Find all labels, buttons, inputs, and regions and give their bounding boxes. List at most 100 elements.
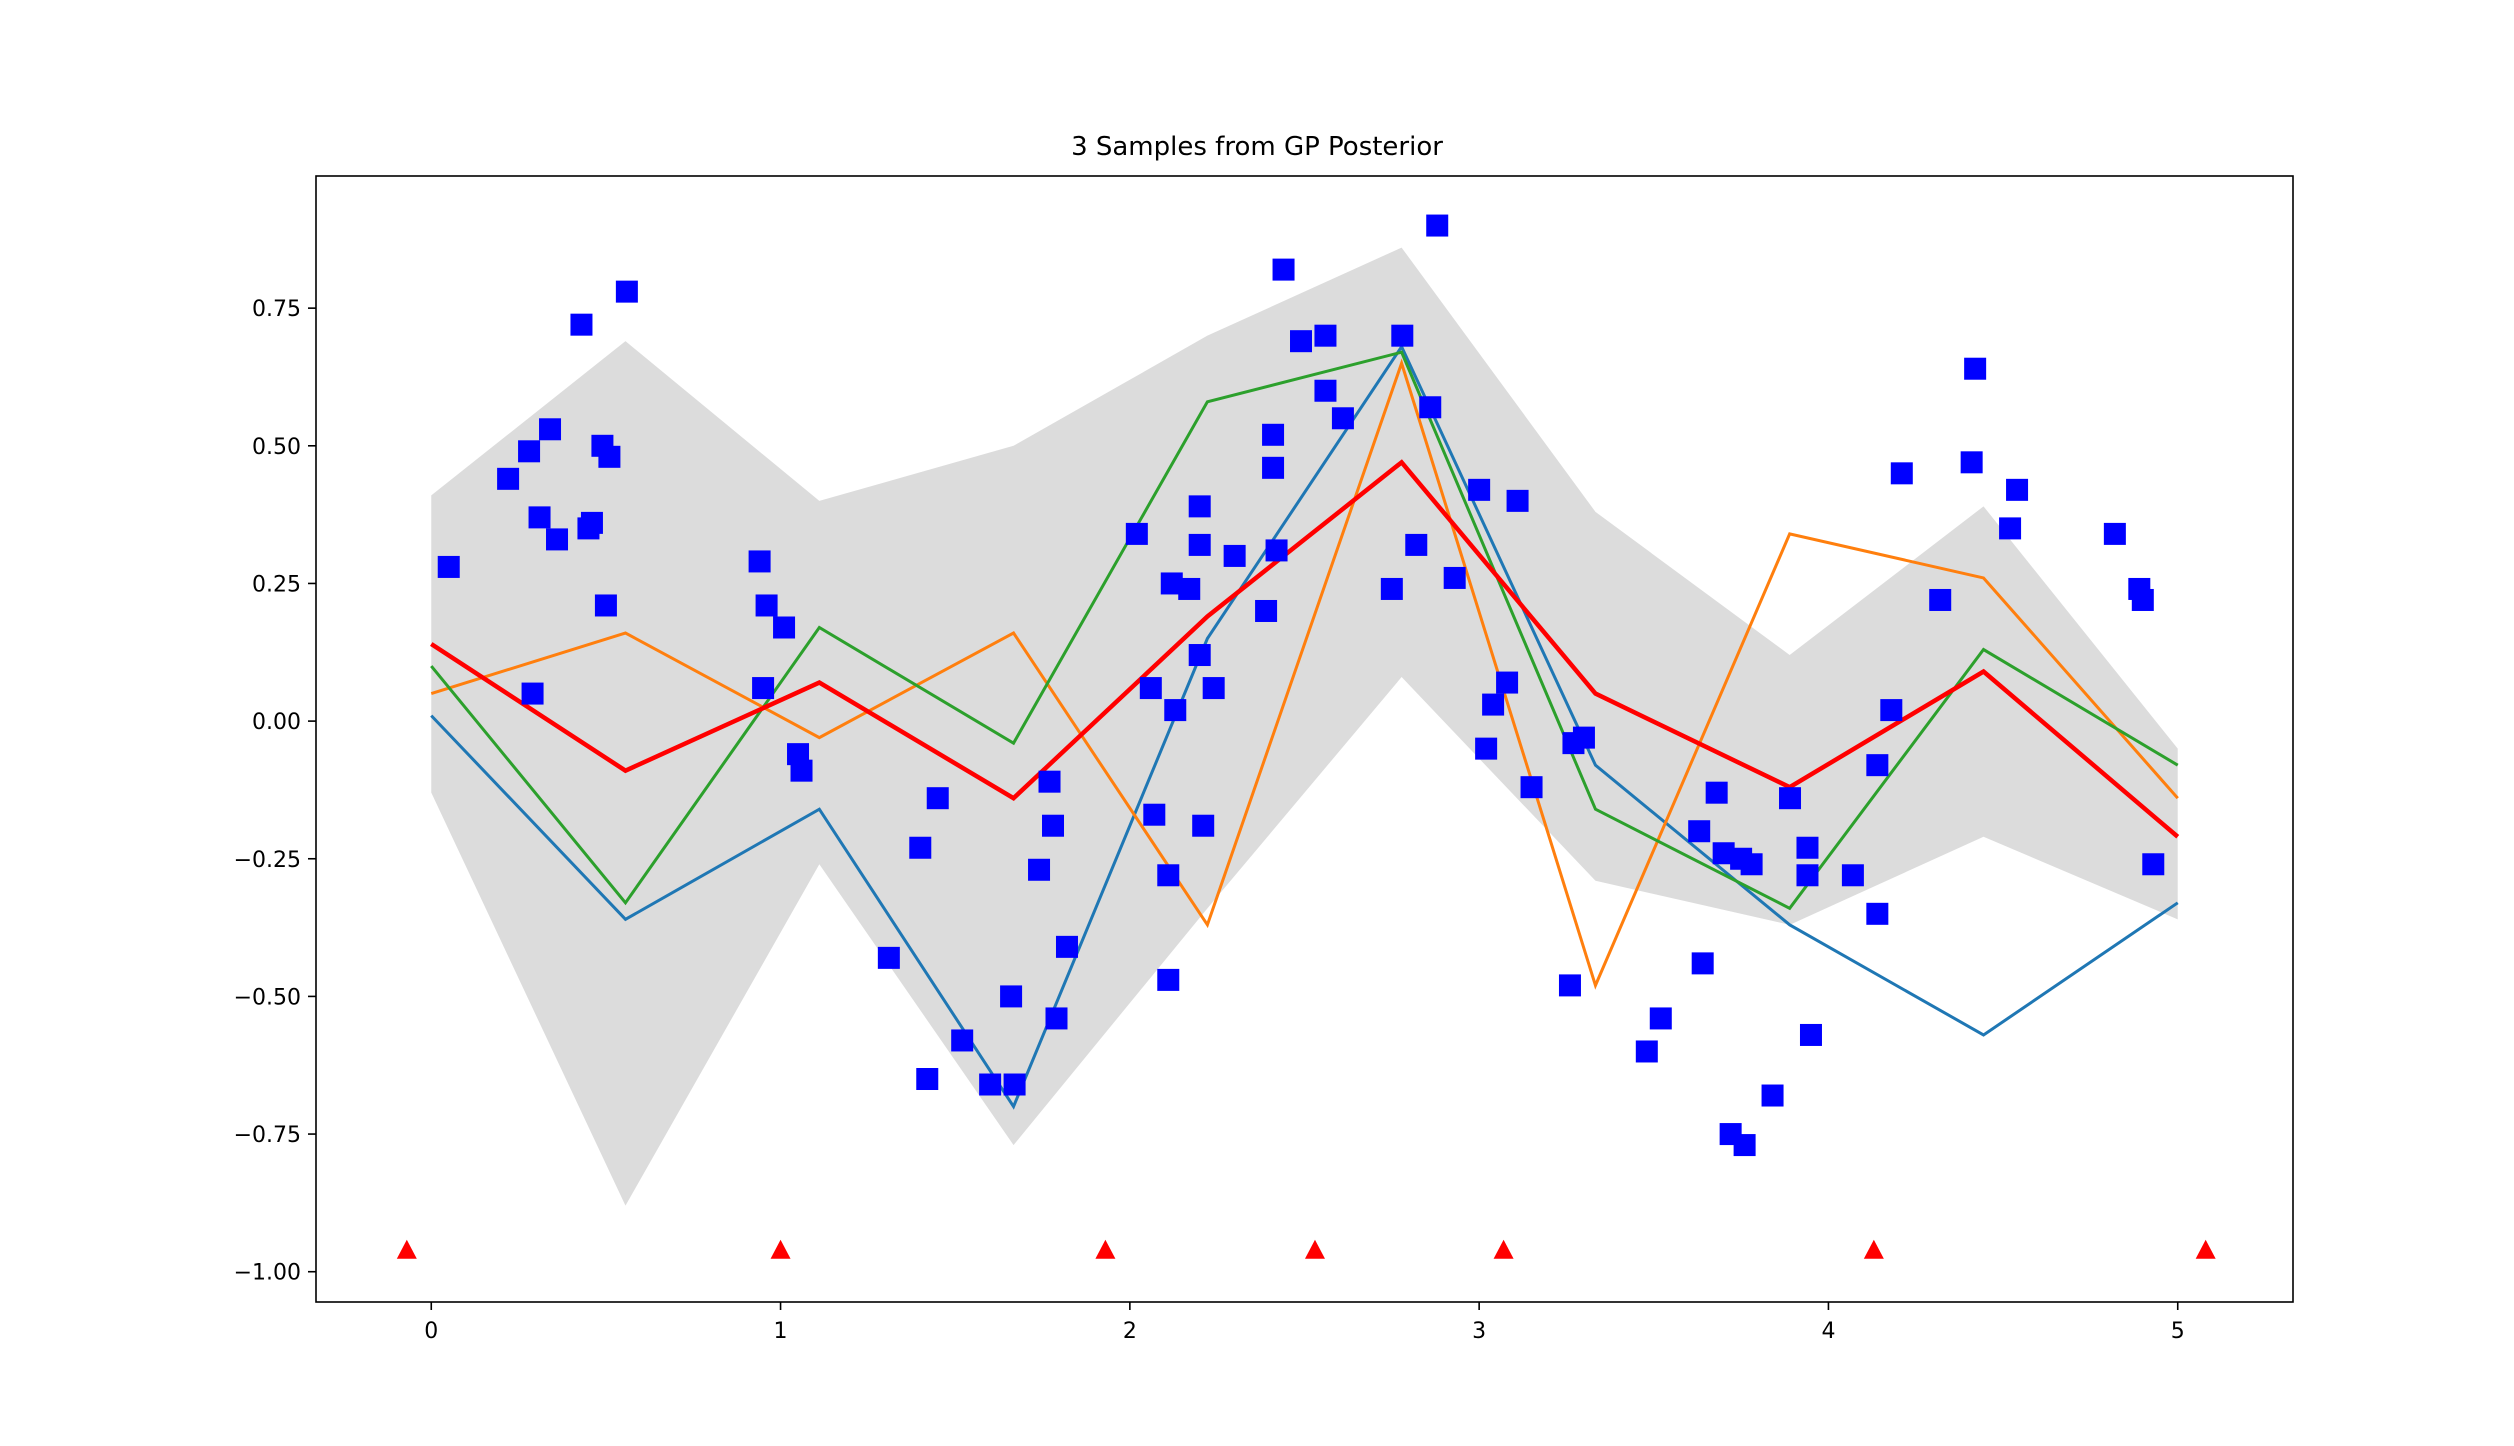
y-tick-label: 0.00	[252, 710, 301, 735]
data-point-square	[1178, 577, 1201, 600]
data-point-square	[787, 743, 810, 766]
data-point-square	[1055, 935, 1078, 958]
data-point-square	[1705, 781, 1728, 804]
data-point-square	[1880, 699, 1903, 722]
data-point-square	[1160, 572, 1183, 595]
data-point-square	[615, 280, 638, 303]
data-point-square	[1157, 864, 1180, 887]
data-point-square	[1157, 968, 1180, 991]
confidence-band	[431, 247, 2178, 1206]
series-line-1	[430, 343, 2179, 1110]
data-point-square	[1964, 357, 1987, 380]
data-point-square	[1558, 974, 1581, 997]
data-point-square	[2103, 522, 2126, 545]
x-tick-label: 3	[1472, 1319, 1486, 1344]
data-point-square	[790, 759, 813, 782]
x-tick-label: 0	[424, 1319, 438, 1344]
data-point-square	[1482, 693, 1505, 716]
data-point-square	[528, 506, 551, 529]
data-point-square	[1841, 864, 1864, 887]
y-tick-label: 0.25	[252, 572, 301, 597]
data-point-square	[437, 555, 460, 578]
data-point-square	[570, 313, 593, 336]
data-point-square	[1255, 599, 1278, 622]
inducing-point-triangle	[396, 1239, 417, 1259]
inducing-point-triangle	[1095, 1239, 1116, 1259]
data-point-square	[546, 528, 569, 551]
data-point-square	[1443, 566, 1466, 589]
data-point-square	[1468, 478, 1491, 501]
data-point-square	[1202, 677, 1225, 700]
data-point-square	[926, 787, 949, 810]
data-point-square	[1572, 726, 1595, 749]
y-tick-label: −0.50	[234, 985, 301, 1010]
data-point-square	[1649, 1007, 1672, 1030]
data-point-square	[1028, 858, 1051, 881]
data-point-square	[2006, 478, 2029, 501]
plot-area	[396, 214, 2216, 1259]
data-point-square	[497, 467, 520, 490]
inducing-point-triangle	[1493, 1239, 1514, 1259]
data-point-square	[1143, 803, 1166, 826]
series-line-2	[430, 358, 2179, 990]
data-point-square	[1799, 1023, 1822, 1046]
data-point-square	[909, 836, 932, 859]
data-point-square	[598, 445, 621, 468]
chart-title: 3 Samples from GP Posterior	[1071, 132, 1443, 162]
data-point-square	[1405, 533, 1428, 556]
data-point-square	[1139, 677, 1162, 700]
data-point-square	[1265, 539, 1288, 562]
series-line-4	[430, 459, 2180, 839]
y-tick-label: 0.50	[252, 435, 301, 460]
y-tick-label: −0.75	[234, 1123, 301, 1148]
x-tick-label: 4	[1821, 1319, 1835, 1344]
data-point-square	[1635, 1040, 1658, 1063]
data-point-square	[1042, 814, 1065, 837]
data-point-square	[1125, 522, 1148, 545]
data-point-square	[1733, 1134, 1756, 1157]
inducing-point-triangle	[1304, 1239, 1325, 1259]
data-point-square	[1192, 814, 1215, 837]
data-point-square	[1796, 836, 1819, 859]
y-tick-label: −0.25	[234, 848, 301, 873]
data-point-square	[1520, 776, 1543, 799]
data-point-square	[877, 946, 900, 969]
data-point-square	[748, 550, 771, 573]
data-point-square	[1188, 533, 1211, 556]
data-point-square	[1045, 1007, 1068, 1030]
data-point-square	[1164, 699, 1187, 722]
data-point-square	[1890, 462, 1913, 485]
data-point-square	[1688, 820, 1711, 843]
data-point-square	[1272, 258, 1295, 281]
data-point-square	[1038, 770, 1061, 793]
data-point-square	[1314, 324, 1337, 347]
data-point-square	[1290, 330, 1313, 353]
data-point-square	[1380, 577, 1403, 600]
data-point-square	[1188, 495, 1211, 518]
x-tick-label: 1	[774, 1319, 788, 1344]
plot-frame	[315, 175, 2294, 1303]
data-point-square	[916, 1068, 939, 1091]
data-point-square	[518, 440, 541, 463]
data-point-square	[1761, 1084, 1784, 1107]
data-point-square	[1960, 451, 1983, 474]
data-point-square	[1740, 853, 1763, 876]
y-tick-label: −1.00	[234, 1261, 301, 1286]
data-point-square	[1796, 864, 1819, 887]
data-point-square	[1999, 517, 2022, 540]
data-point-square	[1000, 985, 1023, 1008]
data-point-square	[951, 1029, 974, 1052]
data-point-square	[2131, 588, 2154, 611]
data-point-square	[1331, 407, 1354, 430]
data-point-square	[755, 594, 778, 617]
data-point-square	[1262, 456, 1285, 479]
data-point-square	[1506, 489, 1529, 512]
data-point-square	[1496, 671, 1519, 694]
data-point-square	[1262, 423, 1285, 446]
series-line-3	[430, 350, 2179, 911]
data-point-square	[1866, 754, 1889, 777]
data-point-square	[979, 1073, 1002, 1096]
data-point-square	[1419, 396, 1442, 419]
axes: 0 1 2 3 4 5 −1.00 −0.75 −0.50 −0.25 0.00 0.25 0.50 0.…	[234, 175, 2294, 1344]
